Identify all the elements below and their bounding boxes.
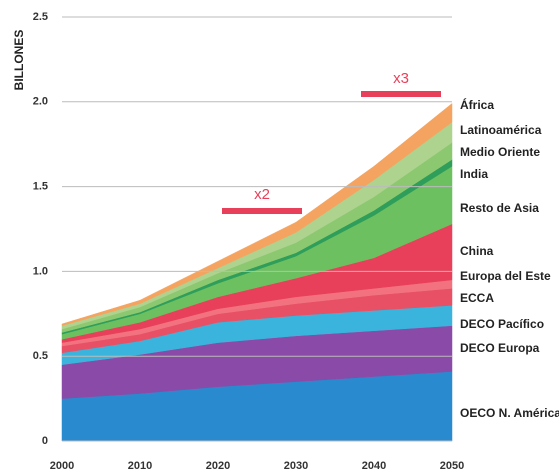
y-tick-label: 0.5 bbox=[33, 350, 48, 362]
area bbox=[61, 102, 453, 327]
x-tick-label: 2000 bbox=[50, 460, 74, 472]
annotation: x3 bbox=[393, 70, 409, 87]
annotation-bar bbox=[222, 208, 302, 214]
y-tick-label: 0 bbox=[42, 435, 48, 447]
legend-label: India bbox=[460, 167, 488, 181]
x-tick-label: 2010 bbox=[128, 460, 152, 472]
areas bbox=[61, 102, 453, 442]
legend-label: ECCA bbox=[460, 291, 494, 305]
x-tick-label: 2030 bbox=[284, 460, 308, 472]
annotation: x2 bbox=[254, 186, 270, 203]
y-tick-label: 1.0 bbox=[33, 265, 48, 277]
x-tick-label: 2040 bbox=[362, 460, 386, 472]
legend-label: Medio Oriente bbox=[460, 145, 540, 159]
y-tick-label: 2.5 bbox=[33, 11, 48, 23]
legend-label: Europa del Este bbox=[460, 269, 551, 283]
annotation-bar bbox=[361, 91, 441, 97]
legend-label: DECO Europa bbox=[460, 341, 540, 355]
x-tick-label: 2050 bbox=[440, 460, 464, 472]
legend-label: DECO Pacífico bbox=[460, 317, 544, 331]
y-tick-label: 2.0 bbox=[33, 96, 48, 108]
legend-label: China bbox=[460, 244, 494, 258]
y-axis-label: BILLONES bbox=[12, 30, 26, 91]
legend-label: África bbox=[460, 97, 494, 112]
legend-label: Latinoamérica bbox=[460, 123, 542, 137]
y-tick-label: 1.5 bbox=[33, 181, 48, 193]
x-tick-label: 2020 bbox=[206, 460, 230, 472]
legend-label: Resto de Asia bbox=[460, 201, 539, 215]
legend-label: OECO N. América bbox=[460, 406, 559, 420]
